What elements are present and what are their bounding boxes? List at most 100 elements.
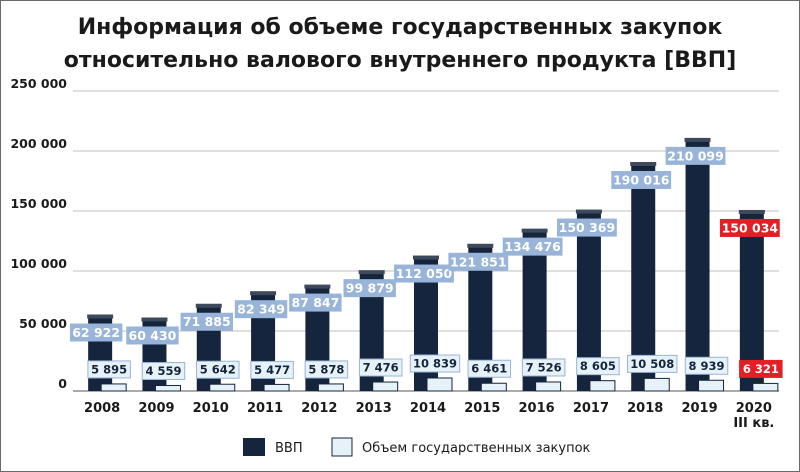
gdp-label-box — [289, 293, 342, 312]
gdp-data-label: 82 349 — [237, 302, 285, 317]
procurement-bar — [535, 381, 562, 392]
procurement-bar — [752, 382, 779, 392]
procurement-data-label: 5 642 — [200, 363, 236, 377]
y-tick-label: 0 — [58, 376, 67, 391]
gdp-bar-cap — [684, 137, 711, 142]
procurement-label-box — [467, 359, 512, 378]
gdp-bar-cap — [195, 303, 222, 308]
gdp-bar-cap — [467, 243, 494, 248]
procurement-label-box — [196, 360, 240, 379]
gdp-bar-cap — [358, 270, 385, 275]
procurement-label-box — [304, 360, 349, 379]
gdp-bar-cap — [630, 161, 657, 166]
x-tick-label: 2012 — [301, 401, 337, 416]
bar-series: 62 922 5 895 60 430 4 559 71 885 5 642 82 349 5… — [69, 137, 783, 392]
gdp-bar-cap — [521, 228, 548, 233]
procurement-data-label: 6 461 — [471, 362, 507, 376]
gdp-data-label: 60 430 — [129, 328, 177, 343]
gdp-bar — [685, 138, 710, 391]
procurement-label-box — [521, 358, 566, 377]
procurement-label-box — [576, 357, 620, 376]
gdp-bar-cap — [87, 314, 114, 319]
procurement-data-label: 6 321 — [743, 362, 779, 376]
gdp-label-box — [665, 146, 726, 165]
procurement-data-label: 8 939 — [689, 359, 725, 373]
procurement-label-box — [141, 362, 186, 381]
x-tick-label: 2020 — [736, 401, 772, 416]
x-tick-label: 2015 — [464, 401, 500, 416]
legend-label-procurement: Объем государственных закупок — [362, 441, 591, 456]
procurement-bar — [317, 383, 344, 392]
gdp-data-label: 190 016 — [613, 172, 670, 187]
x-tick-label: 2011 — [247, 401, 283, 416]
x-tick-label: 2008 — [84, 401, 120, 416]
procurement-bar — [372, 381, 399, 392]
procurement-data-label: 10 839 — [413, 356, 457, 370]
gdp-data-label: 150 369 — [559, 220, 616, 235]
x-tick-label: 2018 — [627, 401, 663, 416]
legend-swatch-procurement — [331, 437, 353, 457]
gdp-label-box — [719, 218, 780, 237]
procurement-bar — [480, 382, 507, 392]
legend-label-gdp: ВВП — [275, 441, 303, 456]
procurement-label-box — [250, 360, 294, 379]
procurement-bar — [100, 383, 127, 392]
gdp-data-label: 121 851 — [450, 254, 507, 269]
procurement-bar — [698, 379, 725, 392]
x-tick-sublabel: III кв. — [733, 416, 774, 431]
procurement-bar — [209, 383, 236, 392]
gdp-label-box — [69, 323, 123, 342]
procurement-label-box — [739, 359, 783, 378]
procurement-data-label: 10 508 — [630, 357, 674, 371]
y-tick-label: 200 000 — [10, 136, 67, 151]
gdp-bar-cap — [738, 209, 765, 214]
procurement-data-label: 5 477 — [254, 363, 290, 377]
procurement-bar — [643, 377, 670, 392]
gdp-data-label: 62 922 — [72, 325, 120, 340]
legend-swatch-gdp — [243, 438, 265, 456]
chart-title-line-1: Информация об объеме государственных зак… — [78, 15, 723, 40]
gdp-bar-cap — [413, 255, 439, 260]
procurement-data-label: 5 895 — [91, 362, 127, 376]
x-tick-label: 2019 — [681, 401, 717, 416]
procurement-bar — [426, 377, 453, 392]
gdp-label-box — [180, 312, 233, 331]
procurement-label-box — [358, 358, 403, 377]
x-tick-label: 2013 — [356, 401, 392, 416]
procurement-label-box — [627, 354, 678, 373]
x-tick-label: 2009 — [138, 401, 174, 416]
procurement-bar — [263, 383, 290, 392]
procurement-data-label: 7 526 — [526, 360, 562, 374]
procurement-bar — [589, 380, 616, 392]
gdp-data-label: 210 099 — [667, 148, 724, 163]
gdp-label-box — [611, 170, 672, 189]
x-tick-label: 2017 — [573, 401, 609, 416]
x-tick-label: 2010 — [193, 401, 229, 416]
gdp-data-label: 112 050 — [396, 266, 453, 281]
y-axis: 0 50 000 100 000 150 000 200 000 250 000 — [10, 76, 67, 391]
x-tick-label: 2016 — [519, 401, 555, 416]
y-tick-label: 100 000 — [10, 256, 67, 271]
gdp-bar-cap — [304, 284, 331, 289]
procurement-data-label: 4 559 — [145, 364, 181, 378]
procurement-label-box — [409, 354, 461, 373]
gdp-label-box — [126, 326, 179, 345]
gdp-label-box — [234, 300, 288, 319]
procurement-bar — [154, 385, 181, 392]
gdp-data-label: 99 879 — [346, 281, 394, 296]
procurement-data-label: 5 878 — [308, 362, 344, 376]
gdp-label-box — [502, 237, 563, 256]
gdp-label-box — [343, 279, 396, 298]
procurement-data-label: 8 605 — [580, 359, 616, 373]
x-axis: 2008 2009 2010 2011 2012 2013 2014 2015 2016 2017… — [84, 401, 774, 431]
gdp-data-label: 71 885 — [183, 314, 231, 329]
procurement-data-label: 7 476 — [363, 361, 399, 375]
legend: ВВП Объем государственных закупок — [243, 437, 591, 457]
gdp-label-box — [448, 252, 509, 271]
gdp-data-label: 87 847 — [291, 295, 339, 310]
gdp-bar-cap — [141, 317, 168, 322]
y-tick-label: 150 000 — [10, 196, 67, 211]
gdp-data-label: 134 476 — [504, 239, 561, 254]
y-tick-label: 50 000 — [19, 316, 67, 331]
